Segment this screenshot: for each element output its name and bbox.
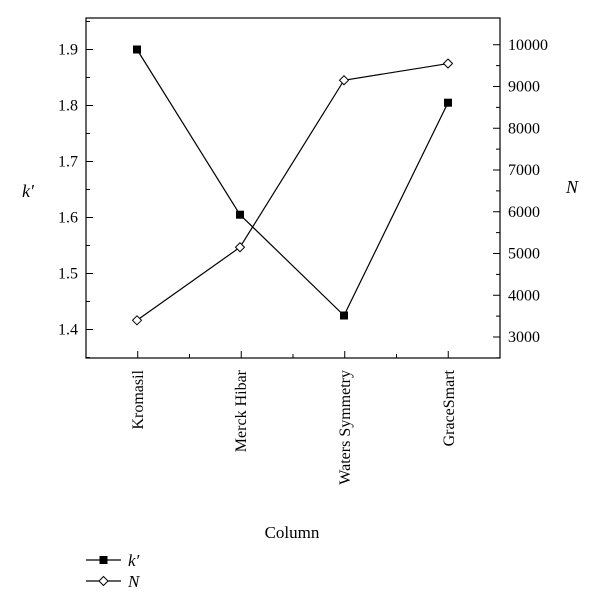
data-point [444,98,452,107]
legend-label: k′ [128,551,140,570]
right-tick-label: 3000 [508,329,540,346]
series-layer [131,45,454,326]
legend-marker [99,556,108,564]
left-tick-label: 1.5 [58,266,78,283]
legend-marker [98,575,109,587]
data-point [133,45,141,54]
x-category-label: GraceSmart [441,369,458,446]
data-point [338,75,350,86]
right-axis-title: N [565,177,579,197]
data-point [340,311,348,320]
data-point [131,315,143,326]
data-point [442,58,454,69]
left-tick-label: 1.8 [58,98,78,115]
data-point [236,210,244,219]
left-tick-label: 1.9 [58,42,78,59]
left-tick-label: 1.4 [58,322,78,339]
plot-border [85,17,501,359]
right-tick-label: 10000 [508,37,548,54]
x-axis-title: Column [265,523,320,542]
right-tick-label: 6000 [508,204,540,221]
x-axis: Kromasil Merck Hibar Waters Symmetry GraceS… [85,351,501,485]
plot-frame [85,17,501,359]
left-axis: 1.4 1.5 1.6 1.7 1.8 1.9 [58,21,93,358]
series-n [131,58,454,326]
x-category-label: Merck Hibar [233,369,250,452]
series-k-prime [133,45,452,320]
legend-item: k′ [86,551,140,570]
legend: k′ N [86,551,141,591]
left-axis-title: k′ [22,181,35,201]
right-tick-label: 5000 [508,246,540,263]
x-category-label: Waters Symmetry [337,370,354,485]
x-category-label: Kromasil [130,369,147,429]
series-line [136,49,449,317]
right-axis: 3000 4000 5000 6000 7000 8000 9000 10000 [493,37,548,359]
right-tick-label: 7000 [508,162,540,179]
legend-item: N [86,572,141,591]
series-line [136,62,449,321]
right-tick-label: 8000 [508,120,540,137]
right-tick-label: 4000 [508,287,540,304]
legend-label: N [127,572,141,591]
left-tick-label: 1.7 [58,154,78,171]
left-tick-label: 1.6 [58,210,78,227]
data-point [234,242,246,253]
right-tick-label: 9000 [508,79,540,96]
